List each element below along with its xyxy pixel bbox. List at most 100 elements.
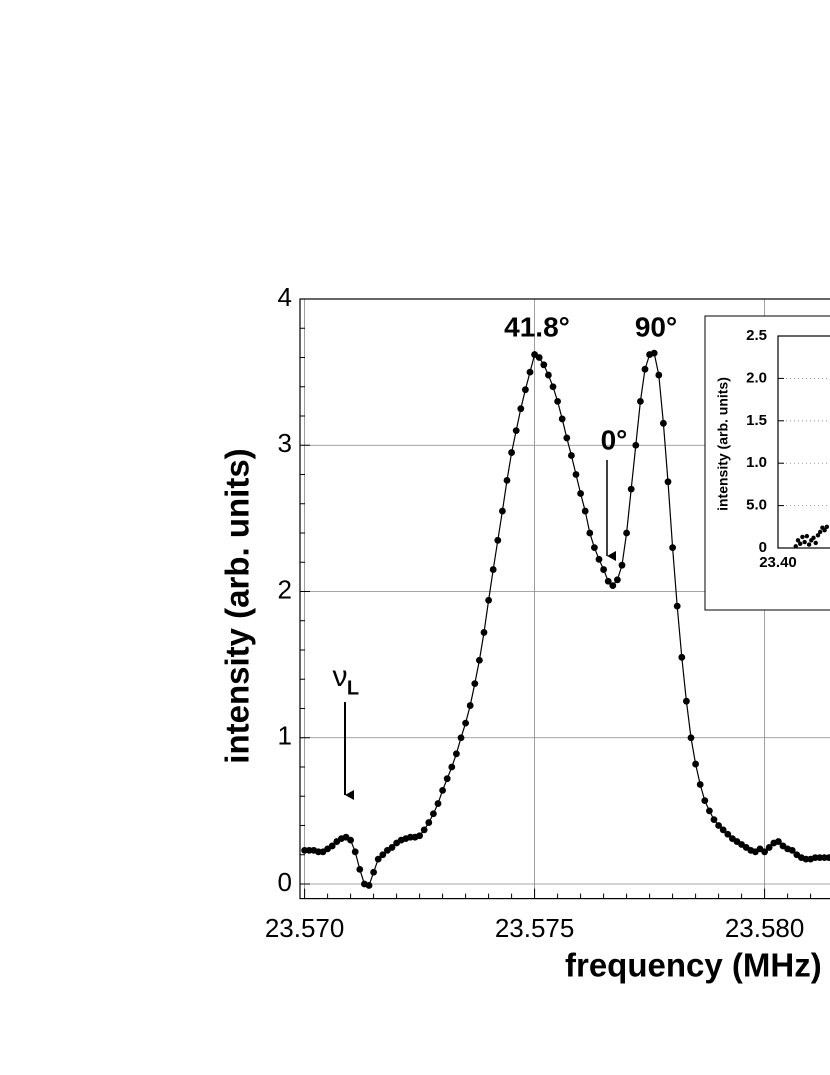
annotation: 90° [635,311,677,342]
y-tick-label: 2 [278,574,292,604]
data-point [683,697,690,705]
data-point [476,656,483,664]
y-tick-label: 5.0 [746,497,767,514]
y-axis-title: intensity (arb. units) [219,448,256,763]
data-point [466,702,474,709]
data-point [425,819,433,826]
x-tick-label: 23.570 [265,913,345,943]
data-point [600,566,607,573]
data-point [430,810,437,818]
y-tick-label: 1.0 [746,454,767,471]
data-point [439,786,446,794]
data-point [817,529,823,535]
data-point [815,533,821,538]
data-point [517,405,525,413]
data-point [379,851,387,859]
data-point [508,449,515,456]
x-tick-label: 23.575 [495,913,575,943]
plot-frame [777,335,830,549]
inset-y-axis-title: intensity (arb. units) [715,377,731,511]
x-axis-title: frequency (MHz) [565,947,822,984]
data-point [434,800,442,807]
data-point [494,536,502,544]
y-tick-label: 4 [278,282,292,312]
data-point [706,807,713,815]
data-point [604,577,612,585]
y-tick-label: 1.5 [746,412,767,429]
data-point [581,507,589,515]
data-point [420,826,428,834]
data-point [765,844,773,851]
annotation: 0° [601,424,628,455]
data-point [775,838,782,845]
data-point [591,544,598,552]
data-point [595,555,603,563]
main-plot: 0 1 2 3 4 23.570 23.575 23.580 [265,282,830,943]
y-tick-label: 0 [759,539,767,556]
data-point [563,434,571,442]
data-point [650,349,658,357]
data-point [673,602,681,610]
data-point [374,855,382,863]
data-point [558,415,566,423]
data-point [813,540,818,546]
data-point [512,427,520,435]
data-point [637,397,644,405]
data-point [549,383,557,391]
data-point [800,534,805,540]
data-point [388,844,396,851]
data-point [632,441,640,449]
data-point [370,868,377,876]
data-point [724,830,732,838]
data-point [701,797,709,805]
annotation: ν [333,660,348,693]
data-point [669,544,676,552]
data-point [788,846,796,854]
data-point [365,882,373,889]
data-point [811,535,816,541]
y-tick-label: 1 [278,721,292,751]
data-point [351,848,359,856]
x-tick-label: 23.40 [759,554,797,571]
data-point [453,750,460,758]
data-point [678,653,686,661]
data-point [499,507,506,515]
plot-frame [299,298,830,900]
y-tick-label: 2.5 [746,327,767,344]
data-point [526,368,534,376]
data-point [804,533,810,539]
annotation: 41.8° [504,311,570,342]
inset-plot: 0 5.0 1.0 1.5 2.0 2.5 23.40 [704,315,830,611]
data-point [577,490,584,497]
data-point [416,832,423,840]
data-point [655,371,663,379]
data-point [586,529,594,537]
data-point [660,419,667,427]
data-point [710,816,718,824]
data-point [480,629,488,636]
data-point [692,760,699,768]
inset-box [704,315,830,611]
data-point [448,763,456,771]
data-point [554,397,561,405]
data-point [806,542,812,547]
annotation: L [347,677,359,699]
data-point [356,865,364,873]
data-point [696,781,704,788]
data-point [457,734,465,742]
data-point [540,361,548,369]
data-point [798,541,803,546]
data-point [795,538,801,543]
data-point [489,566,497,573]
data-point [462,719,469,727]
data-point [627,485,635,493]
x-tick-label: 23.580 [725,913,805,943]
data-point [535,354,543,361]
data-point [802,539,807,545]
data-point [761,848,768,856]
data-point [347,836,354,844]
data-point [793,544,798,549]
data-point [572,471,580,478]
